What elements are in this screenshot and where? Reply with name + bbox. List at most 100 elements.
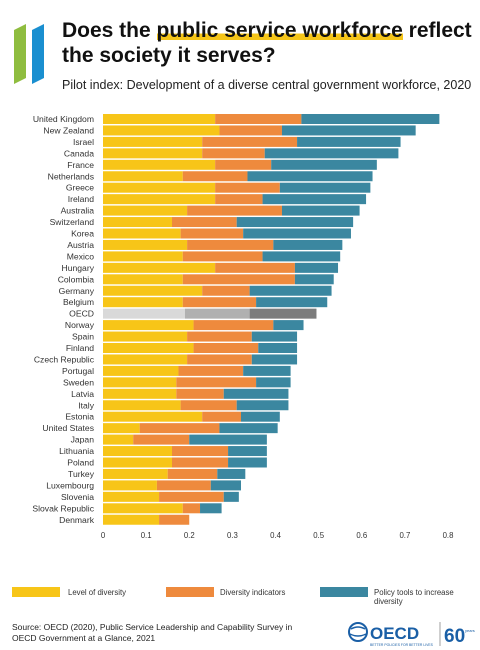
bar-hungary-level xyxy=(103,262,216,273)
bar-belgium-indicators xyxy=(182,297,257,308)
x-tick-0-4: 0.4 xyxy=(270,531,282,540)
category-label-germany: Germany xyxy=(59,286,95,296)
bar-israel-policy xyxy=(297,136,401,147)
x-tick-0-2: 0.2 xyxy=(184,531,195,540)
source-line-2: OECD Government at a Glance, 2021 xyxy=(12,633,156,643)
bar-poland-indicators xyxy=(172,457,229,468)
bar-slovak-republic-policy xyxy=(200,503,222,514)
bar-italy-indicators xyxy=(180,400,237,411)
bar-israel-level xyxy=(103,136,203,147)
bar-oecd-policy xyxy=(249,308,317,319)
bar-finland-indicators xyxy=(193,343,259,353)
bar-sweden-level xyxy=(103,377,177,388)
category-label-canada: Canada xyxy=(64,148,94,158)
bar-colombia-policy xyxy=(294,274,334,285)
bar-latvia-policy xyxy=(223,388,289,399)
bar-austria-indicators xyxy=(187,239,274,250)
bar-sweden-indicators xyxy=(176,377,257,388)
category-label-austria: Austria xyxy=(67,240,94,250)
category-label-israel: Israel xyxy=(73,137,94,147)
bar-germany-level xyxy=(103,285,203,296)
bar-germany-policy xyxy=(249,285,332,296)
oecd-logo: OECD BETTER POLICIES FOR BETTER LIVES 60… xyxy=(348,622,475,647)
category-label-luxembourg: Luxembourg xyxy=(46,480,94,490)
bar-italy-policy xyxy=(236,400,289,411)
category-label-slovak-republic: Slovak Republic xyxy=(32,503,94,513)
bar-canada-indicators xyxy=(202,148,265,159)
bar-united-states-policy xyxy=(219,423,278,434)
bar-finland-policy xyxy=(258,343,298,353)
bar-netherlands-level xyxy=(103,171,183,182)
bar-ireland-policy xyxy=(262,194,367,205)
bar-japan-indicators xyxy=(133,434,190,445)
bar-portugal-policy xyxy=(243,365,291,376)
bar-estonia-level xyxy=(103,411,203,422)
bar-france-policy xyxy=(271,159,377,170)
category-label-ireland: Ireland xyxy=(68,194,94,204)
bar-colombia-indicators xyxy=(182,274,295,285)
x-tick-0-3: 0.3 xyxy=(227,531,238,540)
bar-canada-level xyxy=(103,148,203,159)
category-label-mexico: Mexico xyxy=(67,251,94,261)
oecd-stripes-logo xyxy=(14,24,44,84)
bar-new-zealand-indicators xyxy=(219,125,282,136)
category-label-united-states: United States xyxy=(42,423,94,433)
bar-greece-indicators xyxy=(215,182,280,193)
bar-korea-level xyxy=(103,228,181,239)
chart-title: Does the public service workforce reflec… xyxy=(62,19,472,67)
category-label-united-kingdom: United Kingdom xyxy=(33,114,94,124)
category-label-netherlands: Netherlands xyxy=(48,171,94,181)
category-label-italy: Italy xyxy=(78,400,94,410)
x-tick-0: 0 xyxy=(101,531,106,540)
oecd-tagline: BETTER POLICIES FOR BETTER LIVES xyxy=(370,643,434,647)
category-label-slovenia: Slovenia xyxy=(61,492,94,502)
bar-switzerland-indicators xyxy=(172,217,237,228)
legend-label-level: Level of diversity xyxy=(68,588,127,597)
bar-korea-indicators xyxy=(180,228,244,239)
category-label-estonia: Estonia xyxy=(65,412,94,422)
category-label-greece: Greece xyxy=(66,183,94,193)
bar-denmark-indicators xyxy=(159,514,190,525)
bar-norway-level xyxy=(103,320,194,331)
bar-luxembourg-indicators xyxy=(156,480,211,491)
bar-germany-indicators xyxy=(202,285,250,296)
bar-new-zealand-policy xyxy=(281,125,416,136)
legend-swatch-policy xyxy=(320,587,368,597)
bar-korea-policy xyxy=(243,228,351,239)
bar-japan-level xyxy=(103,434,134,445)
category-label-colombia: Colombia xyxy=(58,274,95,284)
bar-japan-policy xyxy=(189,434,267,445)
bar-turkey-policy xyxy=(217,468,246,479)
category-label-turkey: Turkey xyxy=(68,469,95,479)
bar-slovenia-indicators xyxy=(159,491,224,502)
bar-belgium-policy xyxy=(256,297,328,308)
bar-czech-republic-indicators xyxy=(187,354,252,365)
bar-sweden-policy xyxy=(256,377,291,388)
bar-luxembourg-level xyxy=(103,480,157,491)
category-label-new-zealand: New Zealand xyxy=(43,125,94,135)
category-label-sweden: Sweden xyxy=(63,377,94,387)
bar-switzerland-policy xyxy=(236,217,354,228)
bar-slovak-republic-level xyxy=(103,503,183,514)
bar-united-kingdom-level xyxy=(103,114,216,124)
bar-oecd-level xyxy=(103,308,185,319)
bar-latvia-level xyxy=(103,388,177,399)
bar-czech-republic-policy xyxy=(251,354,298,365)
title-highlight: public service workforce xyxy=(156,19,403,42)
source-note: Source: OECD (2020), Public Service Lead… xyxy=(12,622,312,644)
category-label-latvia: Latvia xyxy=(71,389,94,399)
bar-spain-level xyxy=(103,331,188,342)
category-label-korea: Korea xyxy=(71,229,94,239)
category-label-norway: Norway xyxy=(65,320,95,330)
bar-czech-republic-level xyxy=(103,354,188,365)
category-label-hungary: Hungary xyxy=(62,263,95,273)
logo-stripe-green xyxy=(14,24,26,84)
bar-norway-indicators xyxy=(193,320,274,331)
bar-greece-policy xyxy=(279,182,371,193)
bar-italy-level xyxy=(103,400,181,411)
bar-latvia-indicators xyxy=(176,388,224,399)
source-line-1: Source: OECD (2020), Public Service Lead… xyxy=(12,622,293,632)
bar-slovenia-level xyxy=(103,491,160,502)
legend-label-policy: Policy tools to increase diversity xyxy=(374,588,454,606)
bar-new-zealand-level xyxy=(103,125,220,136)
